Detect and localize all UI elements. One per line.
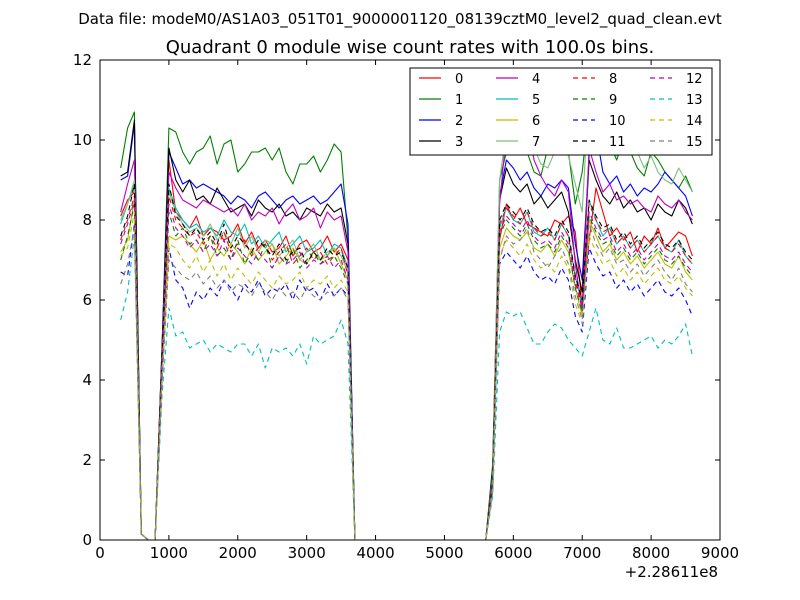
y-tick-label: 10 xyxy=(73,131,92,149)
x-tick-label: 4000 xyxy=(356,544,394,562)
series-line-7 xyxy=(120,87,693,541)
x-tick-label: 3000 xyxy=(288,544,326,562)
legend-label-12: 12 xyxy=(686,72,703,87)
x-tick-label: 1000 xyxy=(150,544,188,562)
chart-title: Quadrant 0 module wise count rates with … xyxy=(166,37,655,58)
chart-suptitle: Data file: modeM0/AS1A03_051T01_90000011… xyxy=(78,10,722,29)
series-line-15 xyxy=(120,223,693,541)
series-line-14 xyxy=(120,211,693,541)
legend-label-6: 6 xyxy=(532,114,540,129)
series-line-10 xyxy=(120,223,693,541)
series-line-2 xyxy=(120,123,693,541)
y-tick-label: 12 xyxy=(73,51,92,69)
legend-label-3: 3 xyxy=(455,135,463,150)
legend-label-11: 11 xyxy=(609,135,626,150)
legend-label-8: 8 xyxy=(609,72,617,87)
legend-label-4: 4 xyxy=(532,72,540,87)
x-offset-label: +2.28611e8 xyxy=(625,563,718,581)
legend-label-0: 0 xyxy=(455,72,463,87)
axes-layer: 0 1000 2000 3000 4000 5000 6000 7000 8000 9000 0 2 4… xyxy=(73,51,739,562)
legend-label-9: 9 xyxy=(609,93,617,108)
y-tick-label: 4 xyxy=(82,371,92,389)
y-tick-label: 6 xyxy=(82,291,92,309)
series-line-13 xyxy=(120,235,693,541)
series-layer xyxy=(120,87,693,541)
legend-label-15: 15 xyxy=(686,135,703,150)
series-line-11 xyxy=(120,183,693,541)
x-tick-label: 8000 xyxy=(632,544,670,562)
legend-label-14: 14 xyxy=(686,114,703,129)
x-tick-label: 2000 xyxy=(219,544,257,562)
x-tick-label: 5000 xyxy=(425,544,463,562)
legend-label-10: 10 xyxy=(609,114,626,129)
series-line-1 xyxy=(120,107,693,541)
legend-label-2: 2 xyxy=(455,114,463,129)
legend-label-1: 1 xyxy=(455,93,463,108)
series-line-3 xyxy=(120,119,693,541)
legend-label-13: 13 xyxy=(686,93,703,108)
series-line-12 xyxy=(120,199,693,541)
y-tick-label: 8 xyxy=(82,211,92,229)
x-tick-label: 7000 xyxy=(563,544,601,562)
series-line-4 xyxy=(120,119,693,541)
x-tick-label: 0 xyxy=(95,544,105,562)
series-line-9 xyxy=(120,203,693,541)
legend-label-7: 7 xyxy=(532,135,540,150)
x-tick-label: 9000 xyxy=(701,544,739,562)
y-tick-label: 2 xyxy=(82,451,92,469)
y-tick-label: 0 xyxy=(82,531,92,549)
legend-label-5: 5 xyxy=(532,93,540,108)
x-tick-label: 6000 xyxy=(494,544,532,562)
series-line-0 xyxy=(120,159,693,541)
